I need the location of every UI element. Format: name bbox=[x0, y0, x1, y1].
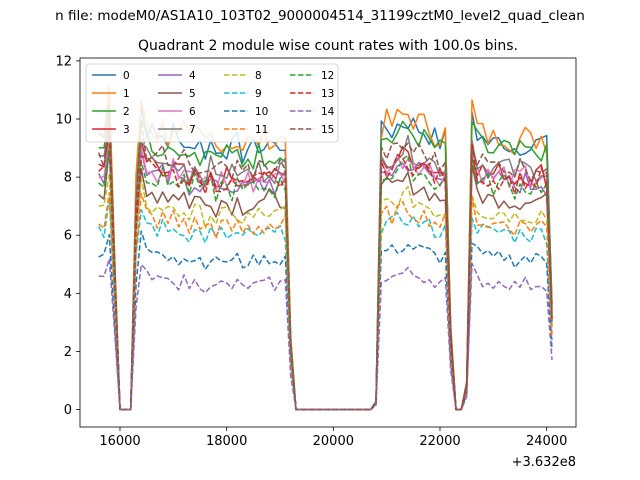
legend-label-6: 6 bbox=[189, 106, 196, 118]
series-line-8 bbox=[98, 173, 553, 411]
y-axis: 0 2 4 6 8 10 12 bbox=[55, 54, 80, 418]
x-tick-label: 18000 bbox=[206, 434, 247, 449]
y-tick-label: 0 bbox=[64, 403, 72, 418]
legend-label-0: 0 bbox=[123, 70, 130, 82]
legend-box bbox=[85, 63, 339, 143]
y-tick-label: 4 bbox=[64, 287, 72, 302]
plot-frame bbox=[79, 57, 577, 428]
chart-title: Quadrant 2 module wise count rates with … bbox=[138, 38, 518, 54]
y-tick-label: 12 bbox=[55, 54, 72, 69]
legend-label-8: 8 bbox=[255, 70, 262, 82]
series-line-5 bbox=[98, 148, 553, 411]
legend-label-12: 12 bbox=[321, 70, 334, 82]
y-tick-label: 10 bbox=[55, 113, 72, 128]
legend-label-2: 2 bbox=[123, 106, 130, 118]
series-line-10 bbox=[98, 230, 553, 411]
series-line-9 bbox=[98, 196, 553, 411]
x-offset-label: +3.632e8 bbox=[512, 455, 576, 470]
series-line-12 bbox=[98, 144, 553, 411]
legend-label-9: 9 bbox=[255, 88, 262, 100]
plot-lines bbox=[97, 84, 553, 411]
legend-label-15: 15 bbox=[321, 124, 334, 136]
legend-label-5: 5 bbox=[189, 88, 196, 100]
legend-label-11: 11 bbox=[255, 124, 268, 136]
y-tick-label: 2 bbox=[64, 345, 72, 360]
legend-label-10: 10 bbox=[255, 106, 268, 118]
legend-label-13: 13 bbox=[321, 88, 334, 100]
legend-label-1: 1 bbox=[123, 88, 130, 100]
series-line-7 bbox=[98, 123, 553, 411]
chart-suptitle: n file: modeM0/AS1A10_103T02_9000004514_… bbox=[55, 8, 585, 24]
x-tick-label: 24000 bbox=[526, 434, 567, 449]
y-tick-label: 6 bbox=[64, 229, 72, 244]
x-tick-label: 22000 bbox=[419, 434, 460, 449]
x-tick-label: 16000 bbox=[99, 434, 140, 449]
y-tick-label: 8 bbox=[64, 171, 72, 186]
legend-label-3: 3 bbox=[123, 124, 130, 136]
x-tick-label: 20000 bbox=[313, 434, 354, 449]
x-axis: 16000 18000 20000 22000 24000 bbox=[99, 427, 567, 449]
series-line-14 bbox=[98, 258, 553, 411]
legend-label-14: 14 bbox=[321, 106, 335, 118]
legend-label-7: 7 bbox=[189, 124, 196, 136]
legend-label-4: 4 bbox=[189, 70, 196, 82]
series-line-15 bbox=[97, 110, 553, 411]
